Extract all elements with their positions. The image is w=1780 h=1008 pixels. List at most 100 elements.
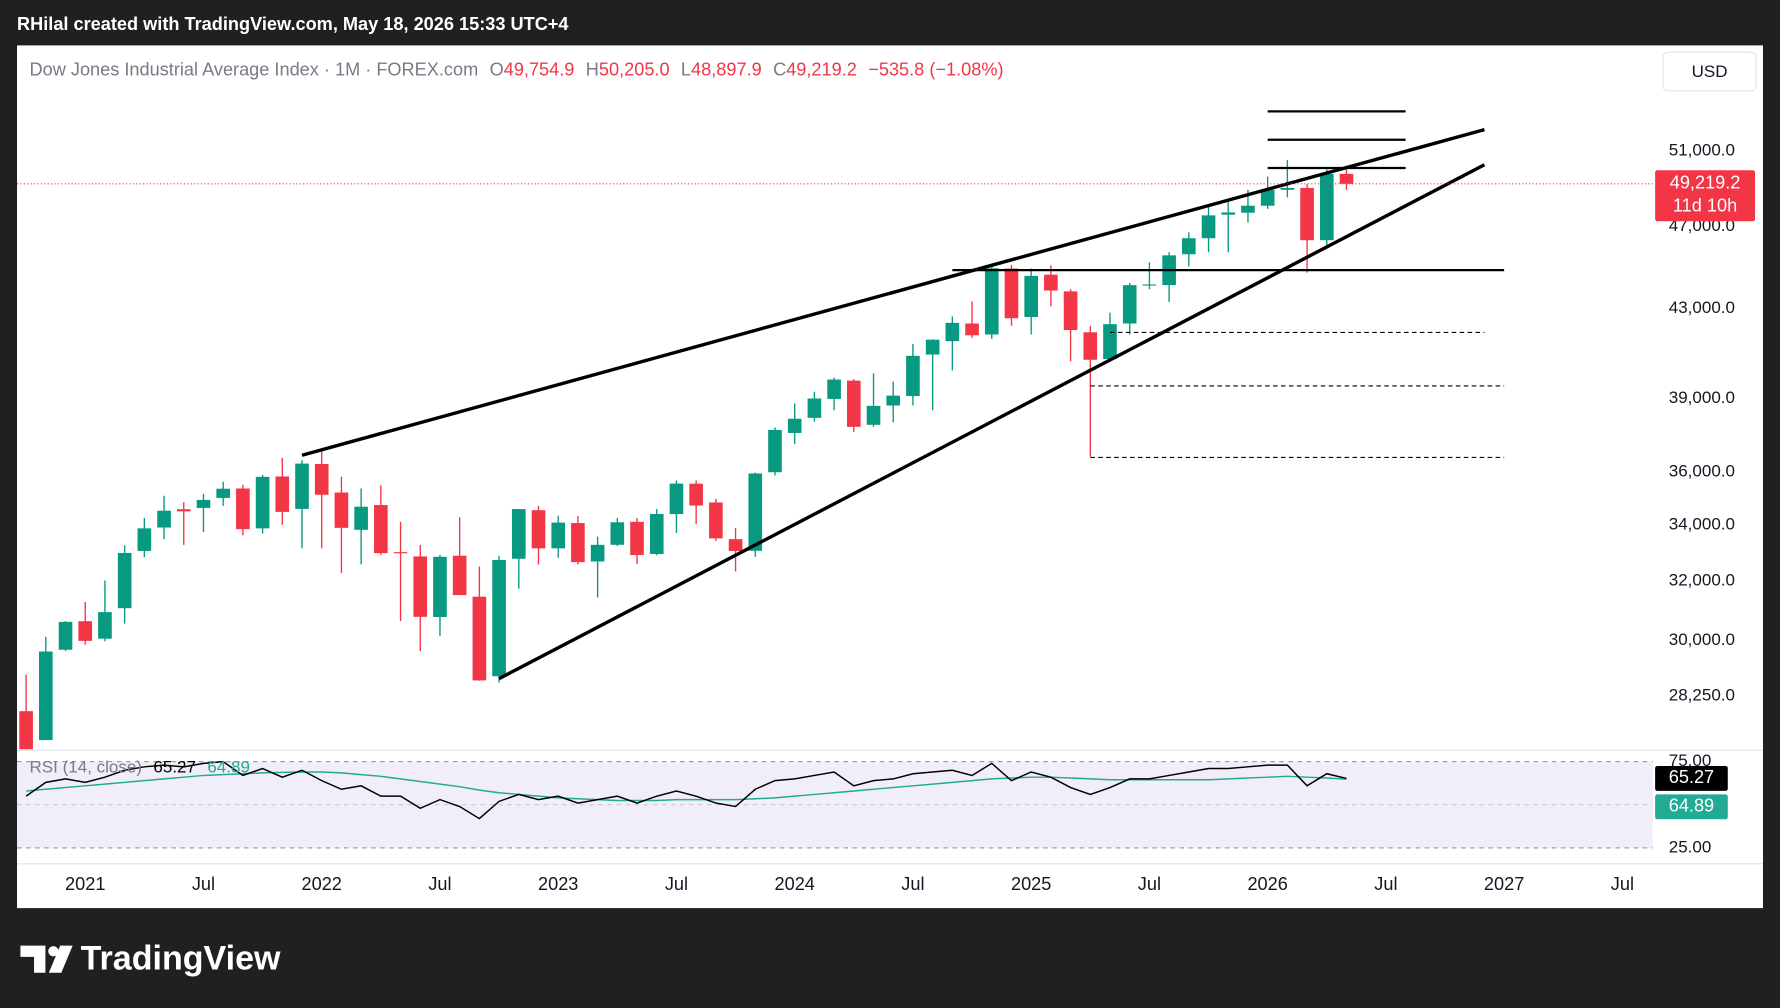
candle-body <box>58 621 73 650</box>
candle-body <box>1083 332 1098 360</box>
candle-body <box>39 651 53 741</box>
candle-body <box>117 552 132 609</box>
logo-text: TradingView <box>81 939 281 977</box>
candle-body <box>137 528 152 551</box>
ohlc-key: L <box>681 59 691 79</box>
price-tag-label: 49,219.2 <box>1670 173 1741 193</box>
candle-body <box>906 355 920 397</box>
candle-body <box>19 711 33 750</box>
currency-button-box[interactable] <box>1662 51 1757 92</box>
rsi-tag-label: 65.27 <box>1669 767 1714 787</box>
candle-body <box>1280 187 1295 190</box>
candle-body <box>157 510 171 528</box>
currency-button[interactable]: USD <box>1662 51 1757 92</box>
candle-body <box>531 510 546 549</box>
candle-body <box>827 379 841 399</box>
candle-body <box>925 339 940 355</box>
candle-body <box>1182 238 1196 255</box>
candle-body <box>1122 285 1137 324</box>
candle-body <box>413 556 428 617</box>
candle-body <box>452 555 467 596</box>
ohlc-value: 48,897.9 <box>691 59 762 79</box>
ohlc-value: 50,205.0 <box>599 59 670 79</box>
caption: RHilal created with TradingView.com, May… <box>17 14 569 34</box>
y-tick-label: 30,000.0 <box>1669 630 1735 649</box>
x-tick-label: Jul <box>901 874 924 894</box>
candle-body <box>768 429 782 473</box>
y-tick-label: 32,000.0 <box>1669 570 1735 589</box>
candle-body <box>1044 274 1058 291</box>
candle-body <box>1260 189 1275 206</box>
rsi-legend: RSI (14, close) 65.27 64.89 <box>30 757 250 776</box>
ohlc-key: H <box>586 59 599 79</box>
candle-body <box>236 488 250 530</box>
candle-body <box>846 380 861 427</box>
candle-body <box>196 499 211 508</box>
candle-body <box>610 522 625 545</box>
x-tick-label: Jul <box>1611 874 1634 894</box>
candle-body <box>354 506 368 530</box>
candle-body <box>965 323 979 336</box>
rsi-pane <box>17 760 1653 849</box>
candle-body <box>78 621 93 641</box>
candle-body <box>511 509 526 559</box>
rsi-legend-value: 65.27 <box>153 757 196 776</box>
price-tag-countdown: 11d 10h <box>1673 195 1737 215</box>
x-tick-label: 2024 <box>774 874 814 894</box>
y-tick-label: 34,000.0 <box>1669 514 1735 533</box>
x-tick-label: 2025 <box>1011 874 1051 894</box>
logo: TradingView <box>20 939 281 977</box>
candle-body <box>571 523 585 563</box>
candle-body <box>1142 284 1157 286</box>
candle-body <box>393 552 408 554</box>
x-tick-label: Jul <box>192 874 215 894</box>
currency-label[interactable]: USD <box>1692 62 1728 81</box>
y-tick-label: 39,000.0 <box>1669 388 1735 407</box>
candle-body <box>866 405 881 425</box>
candle-body <box>334 492 349 528</box>
candle-body <box>1221 212 1236 215</box>
x-tick-label: 2026 <box>1247 874 1287 894</box>
candle-body <box>945 322 960 342</box>
candle-body <box>176 509 191 512</box>
rsi-tag <box>1655 765 1728 791</box>
x-tick-label: Jul <box>428 874 451 894</box>
candle-body <box>1241 205 1255 213</box>
candle-body <box>1063 291 1078 331</box>
candle-body <box>492 559 506 677</box>
logo-icon <box>20 945 46 973</box>
candle-body <box>275 476 290 512</box>
x-tick-label: Jul <box>1138 874 1161 894</box>
candle-body <box>1004 268 1019 319</box>
candle-body <box>314 464 329 495</box>
ohlc-value: 49,754.9 <box>504 59 575 79</box>
price-pane <box>19 110 1505 750</box>
ohlc-value: 49,219.2 <box>786 59 857 79</box>
x-tick-label: Jul <box>665 874 688 894</box>
candle-body <box>472 596 487 681</box>
rsi-tag-label: 64.89 <box>1669 796 1714 816</box>
symbol-title: Dow Jones Industrial Average Index · 1M … <box>30 59 479 79</box>
y-tick-label: 36,000.0 <box>1669 462 1735 481</box>
candle-body <box>216 488 230 498</box>
logo-icon <box>48 946 59 957</box>
x-tick-label: 2027 <box>1484 874 1524 894</box>
logo-icon <box>48 945 73 973</box>
candle-body <box>984 268 999 335</box>
x-tick-label: 2022 <box>302 874 342 894</box>
rsi-legend-value: 64.89 <box>207 757 250 776</box>
rsi-tag <box>1655 794 1728 820</box>
candle-body <box>689 483 703 506</box>
candle-body <box>787 418 802 433</box>
candle-body <box>98 612 112 639</box>
y-tick-label: 25.00 <box>1669 837 1712 856</box>
y-tick-label: 43,000.0 <box>1669 298 1735 317</box>
candle-body <box>1103 324 1117 360</box>
candle-body <box>551 522 566 549</box>
drawing-line <box>498 163 1486 681</box>
y-tick-label: 75.00 <box>1669 751 1712 770</box>
candle-body <box>433 556 447 617</box>
rsi-line <box>25 760 1347 820</box>
symbol-legend: Dow Jones Industrial Average Index · 1M … <box>30 59 1004 79</box>
